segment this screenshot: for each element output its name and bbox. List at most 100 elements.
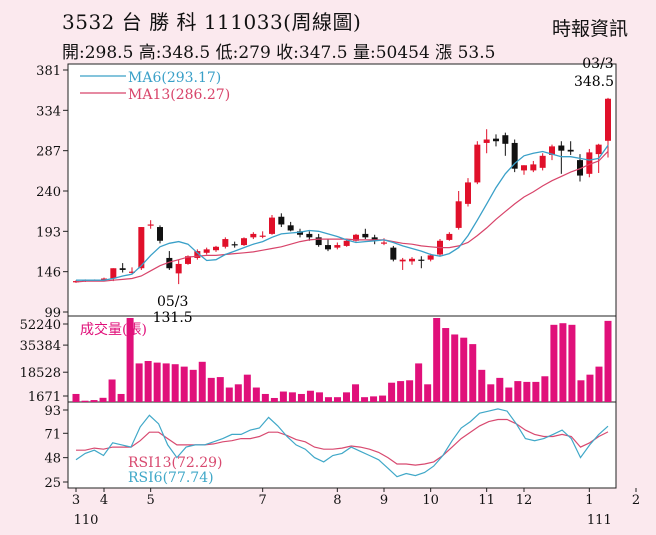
x-axis-month-label: 3 — [72, 493, 80, 508]
candle-up — [521, 165, 527, 171]
candle-up — [586, 152, 593, 174]
volume-bar — [306, 390, 314, 402]
volume-bar — [370, 396, 378, 402]
volume-bar — [189, 369, 197, 402]
candle-up — [203, 249, 210, 253]
volume-bar — [135, 363, 143, 402]
volume-bar — [117, 393, 125, 402]
volume-bar — [343, 392, 351, 402]
price-y-tick-label: 381 — [36, 64, 61, 79]
rsi6-line — [75, 408, 609, 478]
candle-up — [455, 201, 462, 228]
candle-up — [213, 246, 219, 251]
candle-down — [306, 233, 313, 238]
volume-bar — [243, 374, 251, 402]
rsi-panel — [67, 401, 617, 489]
candle-up — [399, 259, 406, 262]
x-axis-month-label: 11 — [478, 493, 495, 508]
candle-up — [446, 233, 453, 240]
candle-up — [269, 217, 275, 234]
volume-bar — [361, 397, 369, 402]
candle-down — [362, 233, 369, 238]
candle-up — [259, 235, 266, 237]
volume-bar — [198, 361, 206, 402]
candle-up — [549, 146, 555, 155]
volume-bar — [180, 366, 188, 402]
candle-up — [334, 245, 341, 248]
candle-down — [119, 268, 126, 270]
candle-up — [483, 139, 490, 143]
ma13-line — [75, 150, 609, 283]
volume-bar — [379, 395, 387, 402]
volume-bar — [532, 381, 540, 402]
volume-bar — [406, 380, 414, 402]
candle-down — [315, 237, 322, 246]
candle-down — [371, 237, 378, 241]
candle-up — [465, 182, 471, 204]
candle-up — [241, 238, 247, 246]
volume-bar — [171, 364, 179, 402]
ma6-line — [76, 145, 609, 281]
price-y-tick-label: 146 — [36, 266, 61, 281]
candle-down — [287, 225, 294, 231]
candle-down — [493, 138, 499, 142]
candle-down — [567, 149, 574, 152]
price-panel — [67, 63, 617, 317]
candle-down — [390, 247, 397, 260]
candle-up — [175, 263, 182, 274]
volume-bar — [604, 320, 612, 402]
volume-bar — [81, 400, 89, 402]
volume-bar — [568, 324, 576, 402]
price-y-tick-label: 287 — [36, 145, 61, 160]
x-axis-year-label: 111 — [587, 513, 612, 528]
x-axis-month-label: 4 — [100, 493, 108, 508]
x-axis-month-label: 10 — [422, 493, 439, 508]
low-date-annotation: 05/3 — [157, 294, 188, 310]
candle-up — [595, 144, 602, 155]
volume-bar — [108, 379, 116, 402]
price-y-tick-label: 193 — [36, 225, 61, 240]
volume-bar — [442, 328, 450, 402]
high-date-annotation: 03/3 — [582, 56, 613, 72]
candle-up — [129, 271, 135, 273]
volume-bar — [252, 387, 260, 402]
candle-down — [166, 257, 173, 269]
candle-up — [110, 268, 117, 279]
rsi-y-tick-label: 25 — [44, 476, 61, 491]
candle-down — [278, 216, 285, 225]
volume-bar — [234, 384, 242, 402]
x-axis-month-label: 7 — [259, 493, 267, 508]
candle-down — [231, 244, 238, 246]
volume-bar — [126, 318, 134, 402]
volume-bar — [451, 334, 459, 402]
candle-up — [222, 239, 229, 247]
candle-up — [605, 98, 611, 141]
volume-bar — [288, 392, 296, 402]
volume-bar — [559, 323, 567, 402]
rsi-y-tick-label: 93 — [44, 404, 61, 419]
volume-bar — [577, 380, 585, 402]
price-y-tick-label: 99 — [44, 306, 61, 321]
volume-bar — [505, 387, 513, 402]
candle-down — [157, 227, 163, 241]
volume-bar — [324, 397, 332, 402]
candle-down — [418, 259, 425, 261]
candle-up — [353, 234, 359, 241]
volume-y-tick-label: 35384 — [20, 339, 61, 354]
volume-bar — [586, 374, 594, 402]
candle-down — [511, 142, 518, 169]
volume-bar — [225, 387, 233, 402]
price-y-tick-label: 334 — [36, 104, 61, 119]
candle-up — [185, 256, 191, 264]
volume-bar — [424, 384, 432, 402]
volume-bar — [216, 377, 224, 402]
volume-bar — [388, 382, 396, 402]
candle-down — [558, 145, 565, 151]
volume-bar — [315, 392, 323, 402]
candle-up — [101, 278, 107, 280]
low-value-annotation: 131.5 — [153, 310, 193, 326]
volume-y-tick-label: 52240 — [20, 318, 61, 333]
candle-up — [381, 242, 387, 244]
volume-bar — [153, 362, 161, 402]
